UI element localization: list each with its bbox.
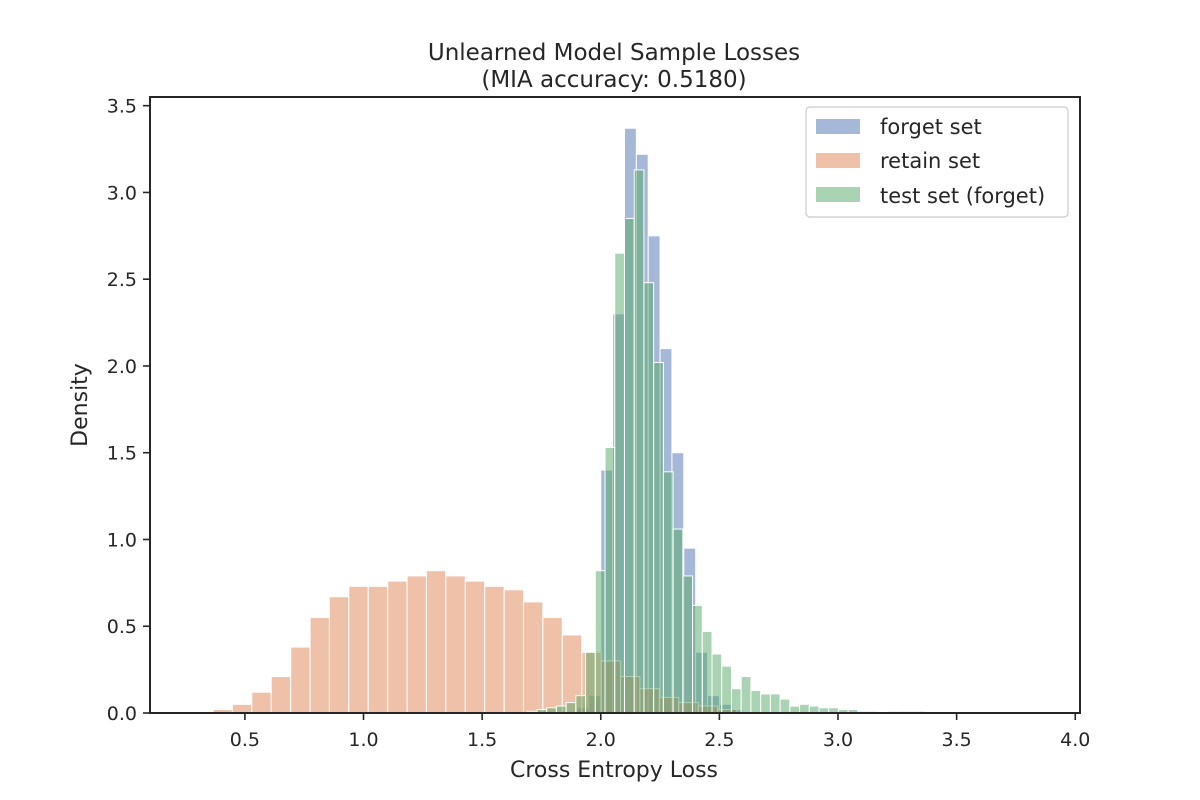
series-test-set-forget (526, 169, 1034, 714)
x-tick-label: 1.0 (348, 729, 378, 751)
legend-box (805, 106, 1069, 218)
histogram-bar-test-set-forget-3 (555, 705, 567, 714)
histogram-bar-test-set-forget-4 (565, 702, 577, 714)
histogram-bar-test-set-forget-27 (789, 705, 801, 714)
legend-swatch-test-set (816, 187, 860, 202)
histogram-bar-retain-set-3 (270, 676, 292, 714)
y-tick-label: 1.5 (107, 443, 137, 465)
x-tick-label: 1.5 (467, 729, 497, 751)
histogram-bar-test-set-forget-15 (672, 528, 684, 714)
histogram-bar-test-set-forget-8 (604, 447, 616, 714)
y-tick-label: 3.0 (107, 182, 137, 204)
histogram-bar-retain-set-14 (484, 585, 505, 714)
y-tick-label: 1.0 (107, 529, 137, 551)
histogram-bar-retain-set-2 (251, 691, 272, 714)
histogram-bar-retain-set-7 (348, 585, 369, 714)
y-tick-label: 2.0 (107, 356, 137, 378)
x-tick-label: 2.5 (704, 729, 734, 751)
histogram-bar-test-set-forget-25 (769, 693, 781, 714)
histogram-bar-test-set-forget-10 (623, 217, 635, 714)
y-tick-label: 0.5 (107, 616, 137, 638)
legend-label-retain-set: retain set (880, 149, 980, 173)
x-tick-label: 3.0 (823, 729, 853, 751)
x-tick-label: 4.0 (1060, 729, 1090, 751)
y-axis-ticks: 0.0 0.5 1.0 1.5 2.0 2.5 3.0 3.5 (107, 96, 150, 725)
histogram-bar-test-set-forget-6 (585, 651, 596, 714)
legend: forget set retain set test set (forget) (805, 106, 1069, 218)
legend-label-test-set: test set (forget) (880, 184, 1045, 208)
plot-frame (149, 96, 1081, 714)
histogram-bar-retain-set-16 (522, 601, 544, 714)
y-axis-label: Density (68, 363, 93, 447)
histogram-bar-test-set-forget-18 (701, 630, 713, 714)
histogram-bar-retain-set-12 (445, 575, 466, 714)
legend-label-forget-set: forget set (880, 115, 982, 139)
histogram-bar-test-set-forget-24 (760, 693, 771, 714)
histogram-bar-retain-set-9 (387, 580, 408, 714)
histogram-bar-retain-set-11 (425, 570, 447, 714)
histogram-bar-test-set-forget-5 (575, 695, 587, 714)
histogram-bar-retain-set-15 (503, 589, 525, 714)
legend-swatch-forget-set (816, 119, 860, 134)
histogram-bar-retain-set-1 (231, 703, 253, 714)
histogram-bar-test-set-forget-28 (799, 703, 810, 714)
histogram-bar-test-set-forget-17 (692, 604, 703, 714)
histogram-bar-retain-set-13 (464, 580, 486, 714)
histogram-bar-retain-set-10 (406, 575, 428, 714)
y-tick-label: 3.5 (107, 96, 137, 118)
y-tick-label: 2.5 (107, 269, 137, 291)
y-tick-label: 0.0 (107, 703, 137, 725)
legend-swatch-retain-set (816, 153, 860, 168)
histogram-bar-retain-set-6 (328, 596, 350, 714)
histogram-bar-test-set-forget-16 (682, 575, 694, 714)
x-axis-label: Cross Entropy Loss (510, 758, 718, 783)
histogram-bar-test-set-forget-21 (730, 688, 742, 714)
histogram-bar-test-set-forget-29 (808, 705, 820, 714)
histogram-bar-test-set-forget-14 (662, 471, 674, 714)
histogram-bar-test-set-forget-26 (779, 698, 791, 714)
x-tick-label: 2.0 (586, 729, 616, 751)
histogram-bar-test-set-forget-11 (633, 169, 645, 714)
histogram-bar-retain-set-5 (309, 617, 331, 714)
x-tick-label: 3.5 (942, 729, 972, 751)
histogram-bar-test-set-forget-22 (740, 676, 752, 714)
bars-layer (212, 127, 1034, 714)
chart-title: Unlearned Model Sample Losses (428, 40, 800, 66)
x-axis-ticks: 0.5 1.0 1.5 2.0 2.5 3.0 3.5 4.0 (230, 713, 1090, 751)
histogram-bar-test-set-forget-19 (711, 653, 723, 714)
histogram-bar-retain-set-8 (367, 585, 389, 714)
histogram-bar-test-set-forget-13 (653, 361, 664, 714)
histogram-bar-retain-set-4 (290, 646, 311, 714)
x-tick-label: 0.5 (230, 729, 260, 751)
histogram-bar-test-set-forget-9 (614, 252, 625, 714)
chart-subtitle: (MIA accuracy: 0.5180) (481, 67, 746, 93)
histogram-bar-test-set-forget-23 (750, 689, 762, 714)
histogram-bar-retain-set-17 (542, 617, 563, 714)
histogram-bar-test-set-forget-12 (643, 282, 655, 714)
histogram-bar-test-set-forget-20 (721, 665, 732, 714)
histogram-bar-test-set-forget-7 (594, 570, 606, 714)
